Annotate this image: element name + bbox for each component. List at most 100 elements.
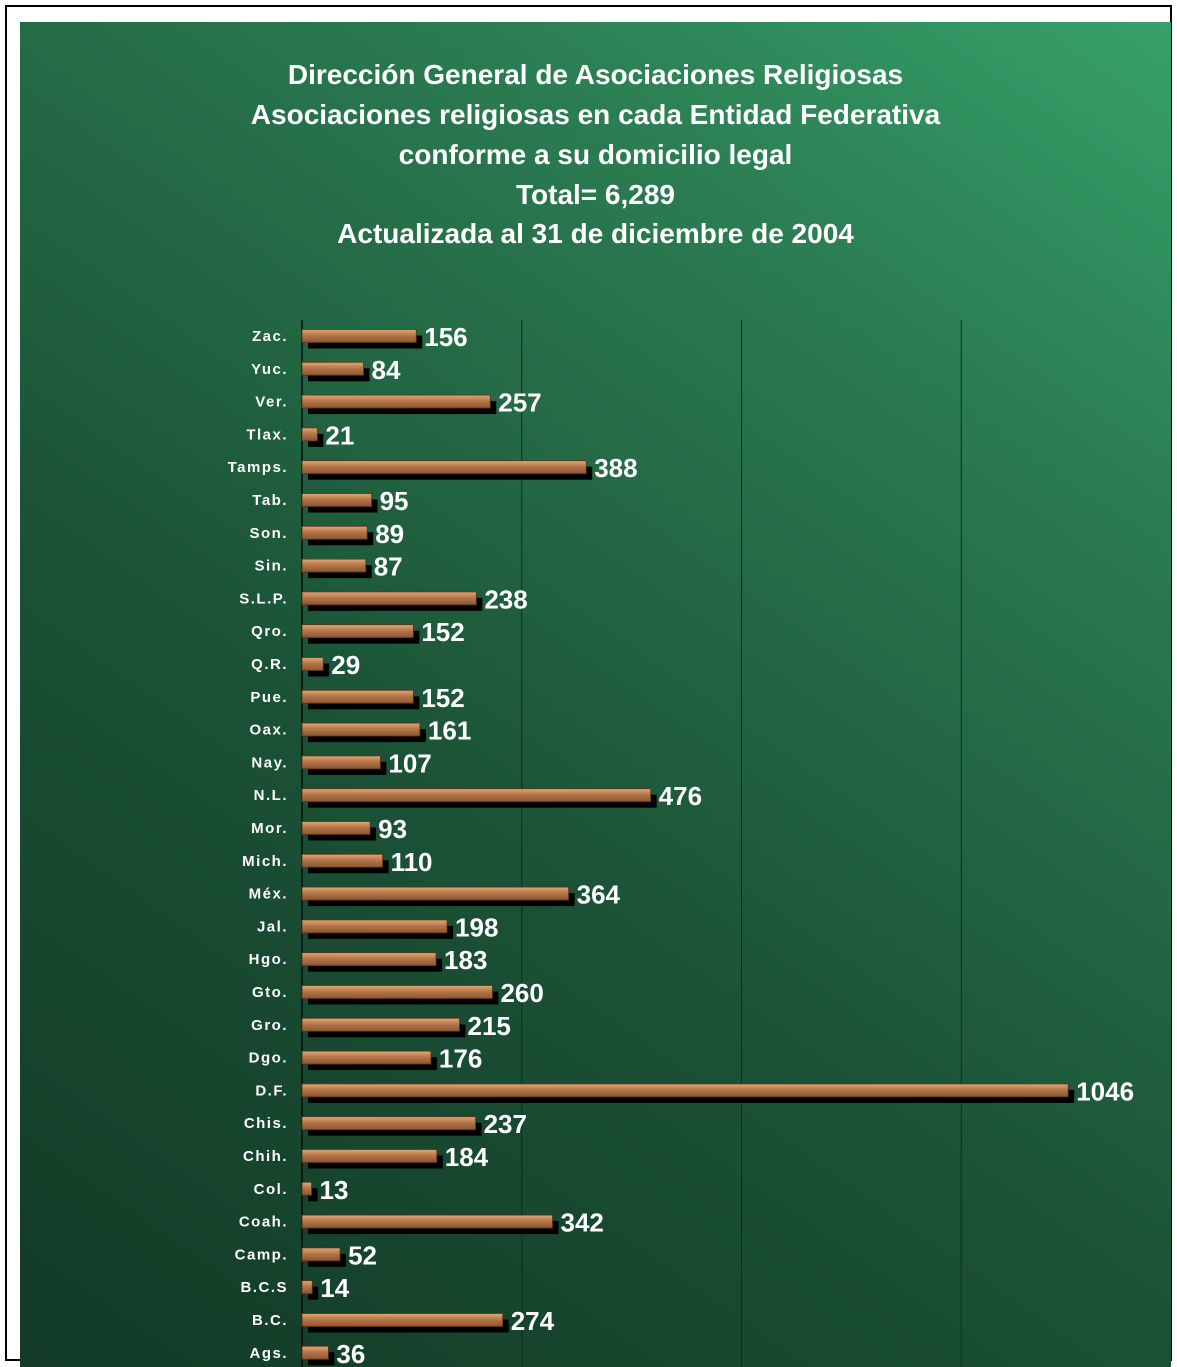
- data-label: 87: [374, 552, 403, 582]
- bar-shadow: [308, 1188, 318, 1202]
- category-label: D.F.: [255, 1082, 288, 1099]
- category-label: Qro.: [251, 623, 288, 640]
- bar: [301, 985, 493, 999]
- chart-area: Dirección General de Asociaciones Religi…: [20, 22, 1171, 1367]
- category-label: Dgo.: [249, 1050, 288, 1067]
- data-label: 215: [467, 1011, 510, 1041]
- bar: [301, 788, 652, 803]
- bar: [301, 722, 421, 737]
- bar: [301, 1214, 553, 1229]
- category-label: Sin.: [254, 558, 288, 575]
- category-label: Tamps.: [228, 459, 288, 476]
- category-label: N.L.: [254, 787, 288, 804]
- bar: [301, 394, 491, 409]
- category-label: Tlax.: [246, 426, 288, 443]
- data-label: 36: [336, 1339, 365, 1367]
- bar: [301, 1050, 432, 1065]
- bar: [301, 657, 324, 671]
- bar: [301, 427, 318, 442]
- category-label: Jal.: [257, 918, 288, 935]
- bar: [301, 1116, 477, 1131]
- data-label: 260: [500, 978, 543, 1008]
- data-label: 152: [421, 683, 464, 713]
- data-label: 364: [577, 880, 621, 910]
- data-label: 95: [380, 486, 409, 516]
- data-label: 237: [484, 1109, 527, 1139]
- bar: [301, 755, 381, 770]
- data-label: 110: [391, 847, 433, 877]
- bar: [301, 361, 364, 376]
- category-label: Méx.: [249, 886, 288, 903]
- bar: [301, 1313, 504, 1327]
- data-label: 238: [484, 584, 527, 614]
- category-label: B.C.S: [240, 1279, 288, 1296]
- category-label: Gro.: [251, 1017, 288, 1034]
- data-label: 21: [325, 420, 354, 450]
- chart-total: Total= 6,289: [515, 179, 675, 210]
- category-label: Chis.: [244, 1115, 288, 1132]
- category-label: Ver.: [255, 394, 288, 411]
- bar: [301, 493, 372, 507]
- category-label: B.C.: [252, 1312, 288, 1329]
- bar: [301, 1017, 460, 1032]
- category-label: Hgo.: [249, 951, 288, 968]
- bar: [301, 1247, 341, 1262]
- category-label: Coah.: [239, 1214, 288, 1231]
- category-label: Ags.: [249, 1345, 288, 1362]
- data-label: 89: [375, 519, 404, 549]
- chart-title-line-2: Asociaciones religiosas en cada Entidad …: [250, 99, 941, 130]
- data-label: 476: [659, 781, 702, 811]
- bar-chart: Zac. 156 Yuc. 84 Ver. 257 Tlax. 21 Tamps. 388 Tab.…: [228, 320, 1134, 1367]
- bar: [301, 821, 371, 835]
- bar: [301, 689, 414, 704]
- data-label: 184: [445, 1142, 489, 1172]
- category-label: Col.: [254, 1181, 288, 1198]
- category-label: Son.: [250, 525, 289, 542]
- category-label: Mich.: [242, 853, 288, 870]
- bar: [301, 1280, 313, 1295]
- data-label: 176: [439, 1044, 482, 1074]
- bar: [301, 1083, 1069, 1098]
- category-label: Oax.: [249, 722, 288, 739]
- data-label: 13: [320, 1175, 349, 1205]
- data-label: 198: [455, 912, 498, 942]
- data-label: 152: [421, 617, 464, 647]
- category-label: Tab.: [252, 492, 288, 509]
- category-label: Camp.: [235, 1246, 288, 1263]
- bar: [301, 1181, 312, 1196]
- category-label: Pue.: [250, 689, 288, 706]
- data-label: 274: [511, 1306, 555, 1336]
- bar: [301, 329, 417, 343]
- data-label: 52: [348, 1240, 377, 1270]
- bar: [301, 624, 414, 639]
- bar: [301, 1345, 329, 1360]
- data-label: 29: [331, 650, 360, 680]
- data-label: 342: [561, 1208, 604, 1238]
- bar: [301, 591, 477, 606]
- bar: [301, 525, 368, 540]
- category-label: Q.R.: [251, 656, 288, 673]
- category-label: S.L.P.: [239, 590, 288, 607]
- category-label: Chih.: [243, 1148, 288, 1165]
- data-label: 93: [378, 814, 407, 844]
- data-label: 107: [388, 748, 431, 778]
- bar: [301, 952, 437, 967]
- bar: [301, 460, 587, 475]
- data-label: 84: [372, 355, 401, 385]
- category-label: Mor.: [251, 820, 288, 837]
- chart-title-line-3: conforme a su domicilio legal: [398, 139, 793, 170]
- category-label: Gto.: [252, 984, 288, 1001]
- bar: [301, 919, 448, 934]
- category-label: Nay.: [251, 754, 288, 771]
- bar: [301, 1149, 438, 1163]
- chart-title-line-1: Dirección General de Asociaciones Religi…: [287, 59, 904, 90]
- bar: [301, 558, 367, 573]
- bar-shadow: [308, 1286, 319, 1300]
- chart-frame: Dirección General de Asociaciones Religi…: [5, 5, 1172, 1367]
- data-label: 388: [594, 453, 637, 483]
- data-label: 1046: [1076, 1076, 1134, 1106]
- data-label: 161: [428, 716, 471, 746]
- data-label: 156: [424, 322, 467, 352]
- data-label: 14: [320, 1273, 349, 1303]
- data-label: 257: [498, 388, 541, 418]
